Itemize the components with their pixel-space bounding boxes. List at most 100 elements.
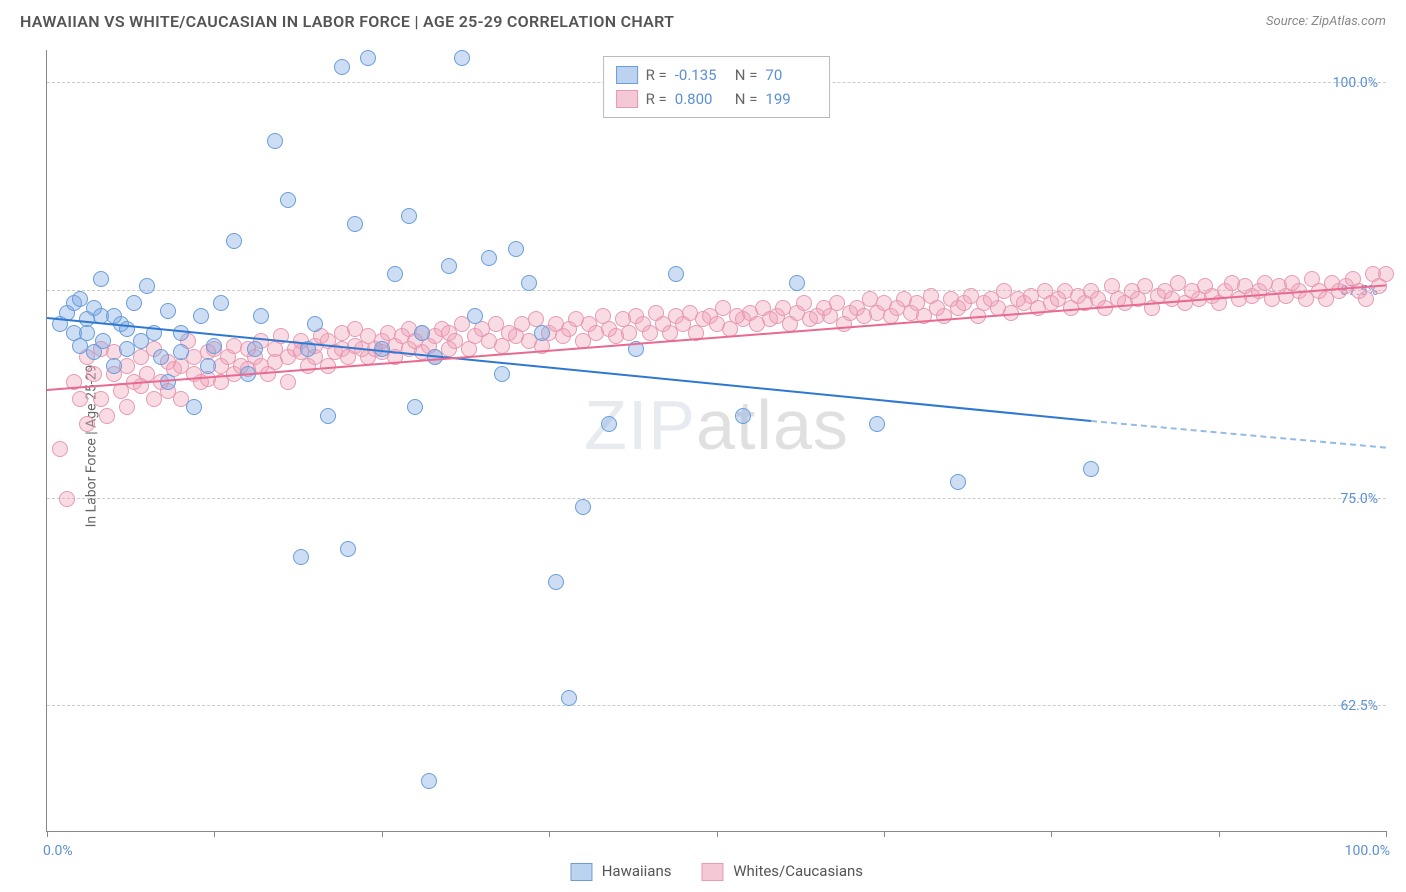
data-point [247,341,263,357]
gridline [47,498,1386,499]
xtick [382,831,383,837]
data-point [950,474,966,490]
data-point [407,399,423,415]
data-point [79,325,95,341]
data-point [387,266,403,282]
legend-swatch-hawaiians [616,66,638,84]
data-point [521,275,537,291]
data-point [307,316,323,332]
data-point [454,50,470,66]
legend-swatch-icon [570,863,592,881]
xtick [717,831,718,837]
data-point [347,216,363,232]
data-point [1378,266,1394,282]
legend-swatch-icon [701,863,723,881]
data-point [601,416,617,432]
data-point [1083,461,1099,477]
data-point [340,541,356,557]
data-point [206,338,222,354]
data-point [52,441,68,457]
legend-item-whites: Whites/Caucasians [701,862,863,881]
chart-source: Source: ZipAtlas.com [1266,14,1386,29]
legend-item-hawaiians: Hawaiians [570,862,672,881]
legend-row-hawaiians: R = -0.135 N = 70 [616,63,818,87]
data-point [481,250,497,266]
data-point [173,344,189,360]
data-point [79,416,95,432]
plot-area: ZIPatlas 62.5%75.0%87.5%100.0% [47,50,1386,831]
r-value-whites: 0.800 [675,87,727,111]
data-point [280,192,296,208]
data-point [320,408,336,424]
r-label: R = [646,63,667,87]
data-point [93,391,109,407]
data-point [193,308,209,324]
r-value-hawaiians: -0.135 [675,63,727,87]
n-value-whites: 199 [765,87,817,111]
data-point [213,295,229,311]
chart-area: ZIPatlas 62.5%75.0%87.5%100.0% R = -0.13… [46,50,1386,832]
data-point [200,358,216,374]
data-point [95,333,111,349]
n-label: N = [735,63,758,87]
data-point [796,295,812,311]
xtick [214,831,215,837]
data-point [1358,291,1374,307]
legend-swatch-whites [616,90,638,108]
data-point [561,690,577,706]
xtick [549,831,550,837]
data-point [421,773,437,789]
data-point [153,349,169,365]
data-point [186,399,202,415]
data-point [119,399,135,415]
data-point [735,408,751,424]
ytick-label: 62.5% [1340,698,1378,714]
data-point [668,266,684,282]
n-value-hawaiians: 70 [765,63,817,87]
data-point [160,303,176,319]
data-point [293,549,309,565]
data-point [86,366,102,382]
x-axis-max-label: 100.0% [1345,843,1390,859]
data-point [334,59,350,75]
legend-label: Hawaiians [602,862,672,880]
data-point [226,233,242,249]
xtick [47,831,48,837]
data-point [160,374,176,390]
data-point [72,391,88,407]
data-point [494,366,510,382]
data-point [59,491,75,507]
data-point [280,374,296,390]
chart-title: HAWAIIAN VS WHITE/CAUCASIAN IN LABOR FOR… [20,12,674,31]
trend-line [1091,420,1386,449]
data-point [401,208,417,224]
data-point [548,574,564,590]
data-point [414,325,430,341]
data-point [360,50,376,66]
data-point [99,408,115,424]
data-point [267,133,283,149]
data-point [93,271,109,287]
gridline [47,705,1386,706]
xtick [884,831,885,837]
data-point [508,241,524,257]
legend-row-whites: R = 0.800 N = 199 [616,87,818,111]
data-point [441,258,457,274]
xtick [1386,831,1387,837]
xtick [1219,831,1220,837]
n-label: N = [735,87,758,111]
watermark: ZIPatlas [584,385,849,465]
data-point [467,308,483,324]
data-point [253,308,269,324]
x-axis-min-label: 0.0% [43,843,73,859]
ytick-label: 100.0% [1333,75,1378,91]
r-label: R = [646,87,667,111]
data-point [139,278,155,294]
xtick [1051,831,1052,837]
data-point [575,499,591,515]
data-point [126,295,142,311]
data-point [534,325,550,341]
correlation-legend: R = -0.135 N = 70 R = 0.800 N = 199 [603,56,831,118]
legend-label: Whites/Caucasians [733,862,863,880]
chart-header: HAWAIIAN VS WHITE/CAUCASIAN IN LABOR FOR… [0,0,1406,39]
